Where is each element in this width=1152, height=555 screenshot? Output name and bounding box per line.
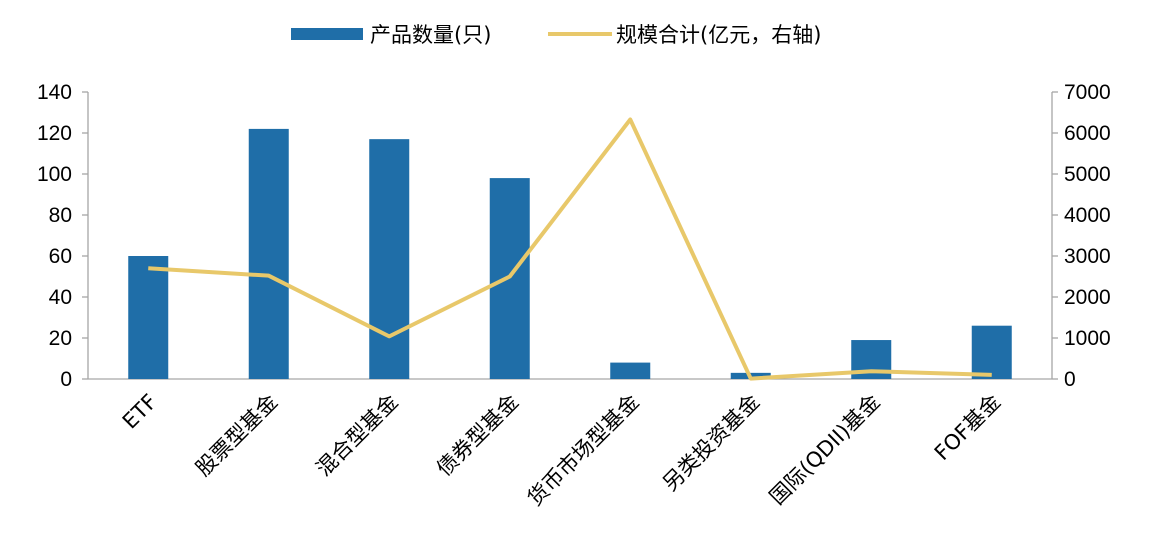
left-tick-label: 0 <box>60 368 72 391</box>
left-tick-label: 60 <box>49 245 72 268</box>
category-label: 股票型基金 <box>191 390 282 481</box>
category-label: ETF <box>118 390 162 434</box>
category-label: 另类投资基金 <box>658 390 764 496</box>
axes <box>82 91 1058 380</box>
x-axis-category-labels: ETF 股票型基金 混合型基金 债券型基金 货币市场型基金 另类投资基金 国际(QDII)基… <box>118 390 1005 511</box>
legend-label-bar: 产品数量(只) <box>370 23 491 47</box>
right-axis-tick-labels: 0 1000 2000 3000 4000 5000 6000 7000 <box>1064 81 1111 391</box>
legend-label-line: 规模合计(亿元，右轴) <box>616 23 821 47</box>
left-tick-label: 40 <box>49 286 72 309</box>
bar <box>971 325 1012 379</box>
left-tick-label: 80 <box>49 204 72 227</box>
category-label: 债券型基金 <box>432 390 523 481</box>
right-tick-label: 2000 <box>1064 286 1111 309</box>
right-tick-label: 1000 <box>1064 327 1111 350</box>
category-label: FOF基金 <box>930 390 1005 465</box>
bar <box>248 128 289 379</box>
left-tick-label: 20 <box>49 327 72 350</box>
left-axis-tick-labels: 0 20 40 60 80 100 120 140 <box>37 81 72 391</box>
right-tick-label: 0 <box>1064 368 1076 391</box>
bar <box>369 139 410 379</box>
category-label: 混合型基金 <box>312 390 403 481</box>
bar <box>610 362 651 379</box>
right-tick-label: 7000 <box>1064 81 1111 104</box>
right-tick-label: 4000 <box>1064 204 1111 227</box>
bar <box>128 256 169 379</box>
right-tick-label: 6000 <box>1064 122 1111 145</box>
line-series <box>148 117 992 381</box>
category-label: 国际(QDII)基金 <box>765 390 885 510</box>
left-tick-label: 140 <box>37 81 72 104</box>
left-tick-label: 120 <box>37 122 72 145</box>
right-tick-label: 5000 <box>1064 163 1111 186</box>
bar-series <box>128 128 1012 379</box>
legend-swatch-bar <box>291 28 363 40</box>
right-tick-label: 3000 <box>1064 245 1111 268</box>
category-label: 货币市场型基金 <box>523 390 644 511</box>
left-tick-label: 100 <box>37 163 72 186</box>
legend: 产品数量(只) 规模合计(亿元，右轴) <box>291 23 821 47</box>
scale-line <box>148 117 992 381</box>
